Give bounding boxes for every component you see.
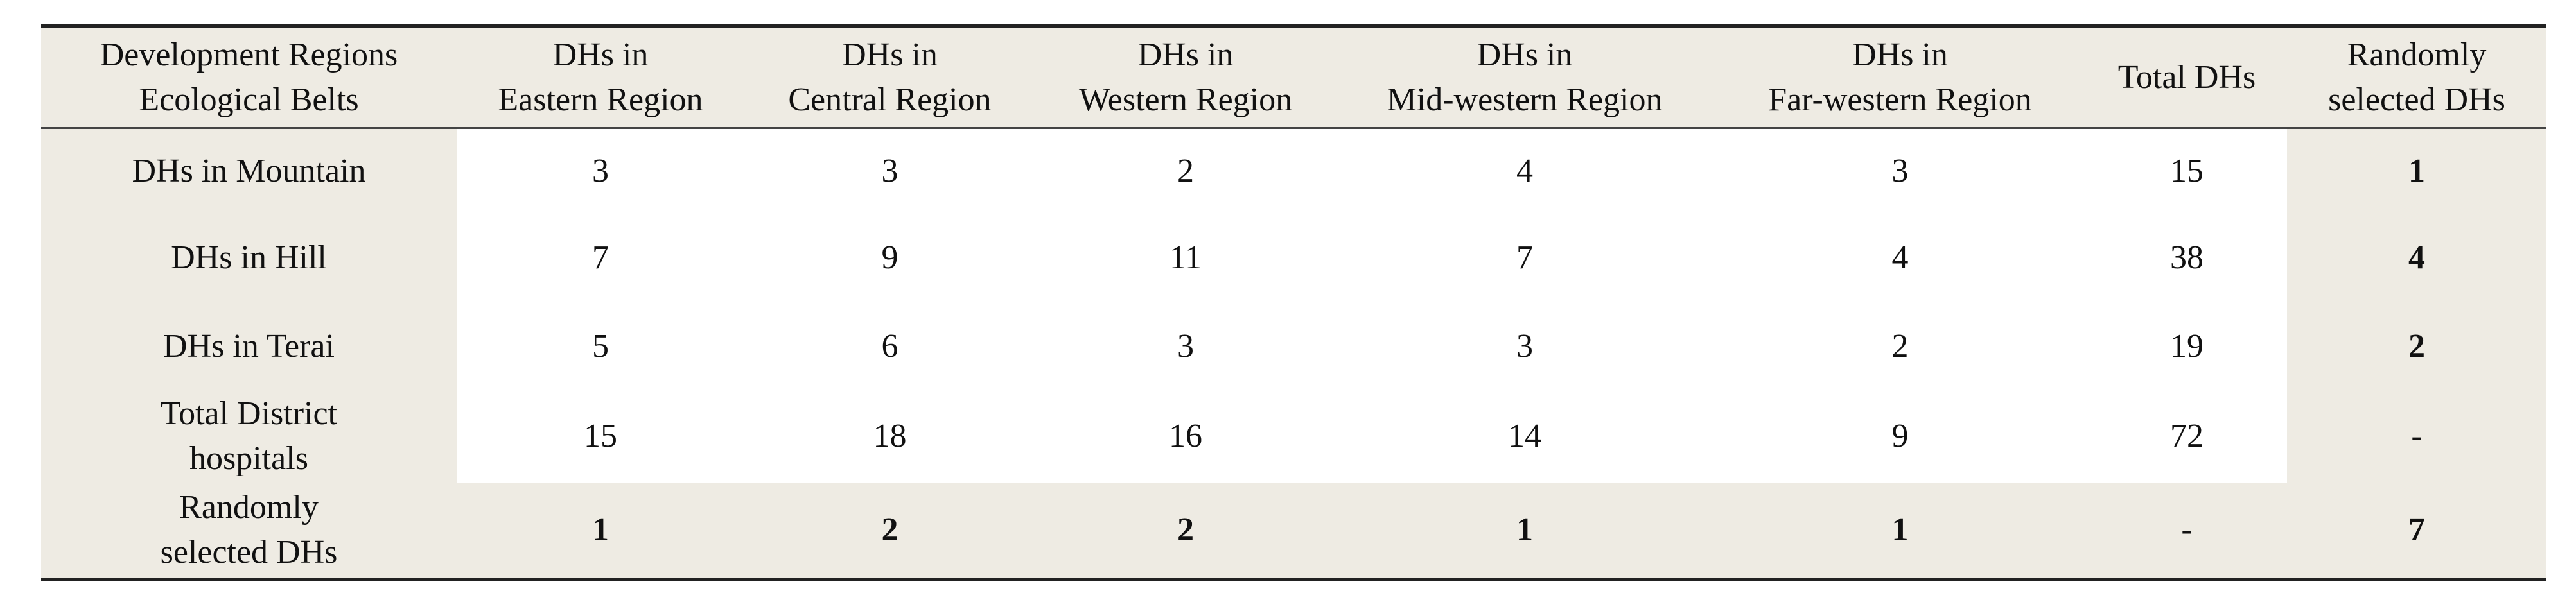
cell-line: Development Regions [100, 36, 398, 73]
table-cell: 5 [457, 302, 744, 391]
table-cell: 3 [457, 128, 744, 214]
table-cell: - [2287, 390, 2546, 483]
table-cell: 3 [1336, 302, 1713, 391]
header-cell: DHs in Western Region [1035, 24, 1336, 129]
cell-line: DHs in Terai [163, 327, 335, 365]
header-cell: Total DHs [2087, 24, 2287, 129]
cell-line: Total District [160, 395, 338, 432]
table-cell: 4 [1336, 128, 1713, 214]
cell-line: selected DHs [2328, 81, 2505, 118]
table-cell: 11 [1035, 213, 1336, 302]
cell-line: DHs in Mountain [132, 152, 366, 189]
table-cell: 7 [2287, 482, 2546, 581]
cell-line: DHs in [842, 36, 938, 73]
table-body: Development Regions Ecological Belts DHs i… [41, 24, 2546, 581]
table-cell: 4 [2287, 213, 2546, 302]
table-cell: 14 [1336, 390, 1713, 483]
cell-line: DHs in [1852, 36, 1948, 73]
table-cell: 9 [744, 213, 1035, 302]
cell-line: DHs in [1476, 36, 1573, 73]
table-cell: 6 [744, 302, 1035, 391]
cell-line: Total DHs [2117, 58, 2256, 96]
table-cell: 38 [2087, 213, 2287, 302]
cell-line: selected DHs [160, 533, 338, 570]
cell-line: Far-western Region [1768, 81, 2032, 118]
cell-line: DHs in [552, 36, 649, 73]
table-cell: 3 [744, 128, 1035, 214]
cell-line: Ecological Belts [139, 81, 359, 118]
table-cell: 1 [457, 482, 744, 581]
row-label: DHs in Hill [41, 213, 457, 302]
header-cell: DHs in Mid-western Region [1336, 24, 1713, 129]
header-cell: Development Regions Ecological Belts [41, 24, 457, 129]
table-cell: 2 [1035, 128, 1336, 214]
cell-line: DHs in [1137, 36, 1234, 73]
table-cell: 2 [1713, 302, 2087, 391]
table-cell: 3 [1035, 302, 1336, 391]
table-cell: - [2087, 482, 2287, 581]
table-cell: 3 [1713, 128, 2087, 214]
table-cell: 18 [744, 390, 1035, 483]
cell-line: hospitals [189, 440, 308, 477]
header-cell: DHs in Central Region [744, 24, 1035, 129]
table-row: Randomly selected DHs 1 2 2 1 1-7 [41, 482, 2546, 581]
cell-line: Randomly [179, 488, 319, 526]
row-label: Total District hospitals [41, 390, 457, 483]
table-cell: 4 [1713, 213, 2087, 302]
table-cell: 16 [1035, 390, 1336, 483]
table-cell: 9 [1713, 390, 2087, 483]
header-cell: DHs in Eastern Region [457, 24, 744, 129]
cell-line: DHs in Hill [171, 239, 327, 276]
table-cell: 15 [457, 390, 744, 483]
row-label: DHs in Terai [41, 302, 457, 391]
row-label: DHs in Mountain [41, 128, 457, 214]
table-cell: 7 [1336, 213, 1713, 302]
table-row: Total District hospitals 15 18 16 14 9 72- [41, 390, 2546, 483]
table-row: DHs in Mountain 3 3 2 4 3 15 1 [41, 128, 2546, 214]
table-cell: 2 [1035, 482, 1336, 581]
cell-line: Randomly [2347, 36, 2487, 73]
cell-line: Central Region [788, 81, 992, 118]
cell-line: Mid-western Region [1387, 81, 1663, 118]
cell-line: Eastern Region [498, 81, 703, 118]
table-cell: 2 [2287, 302, 2546, 391]
table-cell: 7 [457, 213, 744, 302]
cell-line: Western Region [1078, 81, 1293, 118]
header-cell: DHs in Far-western Region [1713, 24, 2087, 129]
header-row: Development Regions Ecological Belts DHs i… [41, 24, 2546, 129]
data-table: Development Regions Ecological Belts DHs i… [41, 24, 2546, 581]
row-label: Randomly selected DHs [41, 482, 457, 581]
table-cell: 15 [2087, 128, 2287, 214]
header-cell: Randomly selected DHs [2287, 24, 2546, 129]
table-row: DHs in Hill 7 9 11 7 4 38 4 [41, 213, 2546, 302]
table-cell: 72 [2087, 390, 2287, 483]
table-cell: 1 [1713, 482, 2087, 581]
table-cell: 19 [2087, 302, 2287, 391]
table-cell: 1 [1336, 482, 1713, 581]
table-cell: 2 [744, 482, 1035, 581]
table-row: DHs in Terai 5 6 3 3 2 19 2 [41, 302, 2546, 391]
table-cell: 1 [2287, 128, 2546, 214]
